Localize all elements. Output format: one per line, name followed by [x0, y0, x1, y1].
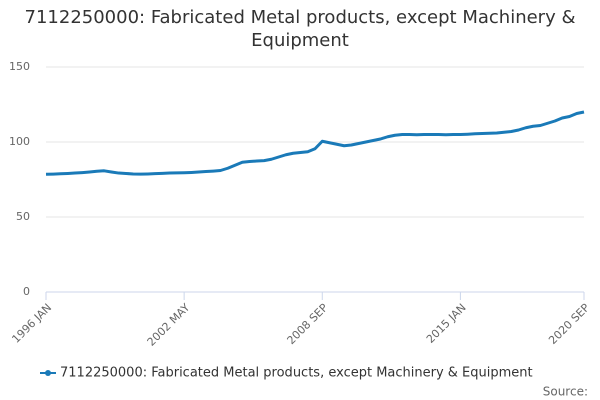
x-tick-label: 2020 SEP: [546, 301, 592, 347]
legend-label: 7112250000: Fabricated Metal products, e…: [60, 366, 533, 381]
chart-title: 7112250000: Fabricated Metal products, e…: [24, 7, 576, 51]
y-tick-label: 150: [9, 60, 30, 73]
y-tick-label: 100: [9, 135, 30, 148]
series-line: [45, 110, 585, 176]
legend-marker: [45, 370, 51, 376]
x-tick-label: 2008 SEP: [285, 301, 331, 347]
y-tick-label: 50: [16, 210, 30, 223]
source: Source:: [543, 385, 588, 399]
x-tick-label: 2015 JAN: [424, 301, 469, 346]
x-tick-label: 2002 MAY: [145, 301, 193, 349]
x-tick-label: 1996 JAN: [9, 301, 54, 346]
y-tick-label: 0: [23, 285, 30, 298]
